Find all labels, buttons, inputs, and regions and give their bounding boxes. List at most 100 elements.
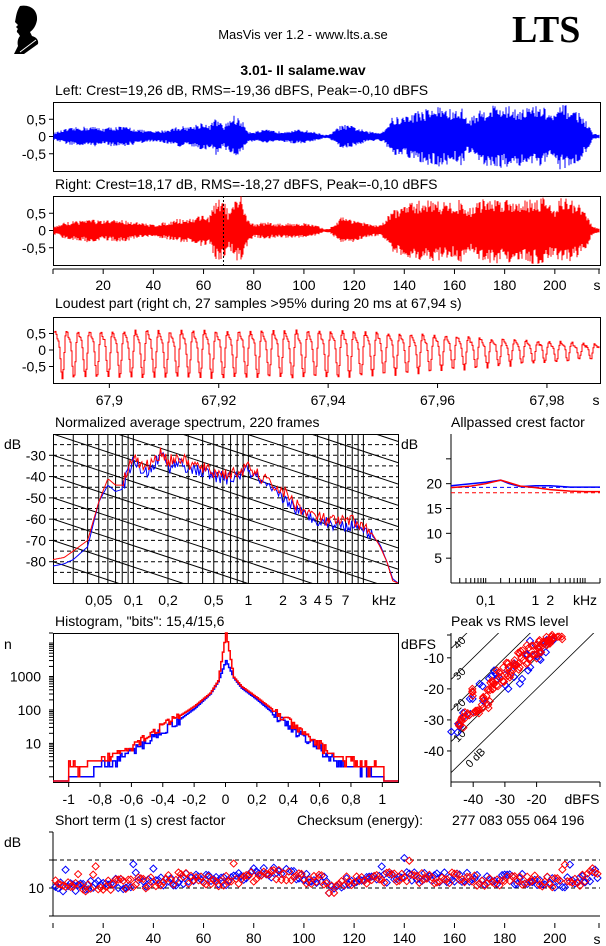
- crest-point: [432, 869, 442, 878]
- scatter-point: [535, 635, 544, 645]
- crest-point: [324, 888, 334, 898]
- ytick-label: 15: [426, 501, 442, 517]
- crest-point: [583, 869, 592, 878]
- crest-point: [377, 875, 386, 884]
- xtick-label: 200: [543, 930, 567, 946]
- crest-point: [583, 874, 592, 884]
- crest-point: [73, 869, 83, 879]
- grid-diagonal: [53, 539, 184, 583]
- crest-point: [460, 877, 469, 887]
- crest-point: [139, 874, 148, 884]
- xtick-label: 0,2: [158, 592, 178, 608]
- scatter-point: [521, 651, 531, 661]
- x-unit-label: s: [593, 392, 600, 408]
- crest-point: [382, 878, 391, 887]
- crest-point: [287, 866, 296, 876]
- ytick-label: -30: [424, 712, 444, 728]
- crest-point: [327, 882, 336, 891]
- xtick-label: 5: [325, 592, 333, 608]
- xtick-label: -40: [463, 791, 483, 807]
- crest-label: 40: [451, 635, 468, 652]
- right-waveform-signal: [53, 196, 600, 264]
- crest-point: [191, 873, 201, 882]
- crest-point: [171, 875, 181, 885]
- crest-point: [204, 871, 213, 880]
- xtick-label: 0,8: [341, 791, 361, 807]
- crest-point: [234, 868, 243, 878]
- x-unit-label: dBFS: [564, 791, 599, 807]
- left-waveform-title: Left: Crest=19,26 dB, RMS=-19,36 dBFS, P…: [55, 82, 429, 98]
- crest-point: [425, 870, 434, 880]
- xtick-label: -30: [495, 791, 515, 807]
- crest-point: [364, 872, 374, 881]
- crest-point: [362, 879, 371, 888]
- xtick-label: 0,2: [247, 791, 267, 807]
- crest-point: [510, 880, 519, 889]
- crest-point: [66, 882, 75, 892]
- crest-point: [507, 871, 517, 881]
- scatter-point: [468, 691, 477, 700]
- xtick-label: 0,4: [278, 791, 298, 807]
- crest-point: [395, 876, 404, 886]
- crest-point: [269, 866, 279, 875]
- xtick-label: 1: [531, 592, 539, 608]
- xtick-label: 67,92: [201, 392, 236, 408]
- scatter-point: [482, 691, 491, 701]
- crest-point: [111, 875, 120, 884]
- xtick-label: 60: [196, 277, 212, 293]
- xtick-label: 20: [95, 930, 111, 946]
- xtick-label: 67,94: [311, 392, 346, 408]
- crest-point: [126, 875, 136, 884]
- scatter-point: [528, 650, 537, 659]
- allpassed-ylabel: dB: [401, 436, 419, 452]
- crest-point: [169, 881, 178, 890]
- scatter-point: [541, 648, 551, 657]
- grid-diagonal: [180, 434, 398, 506]
- crest-point: [144, 882, 153, 891]
- crest-point: [565, 860, 575, 869]
- xtick-label: -0,4: [151, 791, 175, 807]
- crest-point: [329, 884, 339, 893]
- crest-point: [277, 869, 286, 879]
- crest-point: [560, 860, 570, 869]
- grid-diagonal: [309, 434, 398, 464]
- crest-point: [359, 876, 369, 886]
- crest-point: [196, 872, 206, 881]
- xtick-label: -0,8: [88, 791, 112, 807]
- crest-point: [558, 882, 567, 892]
- crest-point: [553, 876, 562, 886]
- crest-point: [379, 878, 389, 887]
- crest-point: [558, 865, 567, 874]
- xtick-label: 40: [146, 930, 162, 946]
- scatter-point: [521, 650, 530, 659]
- xtick-label: -20: [526, 791, 546, 807]
- x-unit-label: kHz: [573, 592, 597, 608]
- scatter-point: [516, 646, 525, 656]
- crest-point: [400, 853, 409, 863]
- crest-point: [51, 876, 60, 885]
- crest-point: [405, 856, 414, 865]
- crest-line: [451, 633, 500, 681]
- crest-label: 30: [451, 666, 468, 683]
- xtick-label: 1: [244, 592, 252, 608]
- crest-point: [390, 869, 399, 878]
- crest-point: [219, 881, 228, 890]
- x-unit-label: kHz: [372, 592, 396, 608]
- xtick-label: 7: [342, 592, 350, 608]
- crest-point: [347, 880, 356, 890]
- crest-point: [327, 881, 336, 890]
- xtick-label: 120: [342, 277, 366, 293]
- crest-point: [317, 871, 326, 880]
- crest-point: [86, 884, 95, 893]
- crest-point: [322, 877, 331, 886]
- logo-silhouette-icon: [8, 4, 44, 56]
- scatter-point: [472, 706, 482, 715]
- crest-point: [573, 878, 582, 888]
- xtick-label: 0,1: [476, 592, 496, 608]
- crest-point: [550, 883, 560, 892]
- xtick-label: 4: [314, 592, 322, 608]
- scatter-point: [493, 675, 503, 684]
- left-waveform-signal: [53, 105, 600, 170]
- ytick-label: -10: [424, 650, 444, 666]
- crest-point: [515, 872, 524, 881]
